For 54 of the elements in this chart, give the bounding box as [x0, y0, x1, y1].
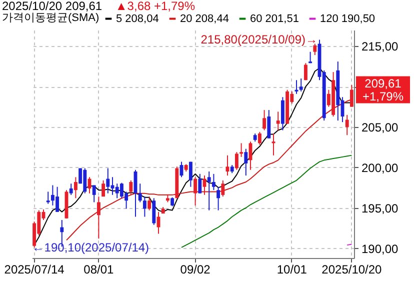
- candlestick: [280, 96, 284, 131]
- legend-label: 120 190,50: [320, 12, 376, 25]
- candlestick: [258, 131, 262, 146]
- candlestick: [313, 43, 317, 56]
- candlestick: [304, 62, 308, 81]
- candlestick: [240, 142, 244, 158]
- candlestick: [299, 78, 303, 92]
- candlestick: [138, 183, 142, 203]
- candlestick: [188, 161, 192, 188]
- candlestick: [207, 170, 211, 211]
- candlestick: [102, 180, 106, 198]
- x-tick-label: 08/01: [84, 262, 114, 276]
- x-tick-label: 2025/10/20: [322, 262, 382, 276]
- candlestick: [221, 180, 225, 198]
- candlestick: [244, 148, 248, 176]
- candlestick: [46, 191, 50, 204]
- candlestick: [96, 196, 100, 240]
- legend-label: 60 201,51: [250, 12, 299, 25]
- y-tick-label: 205,00: [362, 120, 399, 135]
- candlestick: [194, 176, 198, 206]
- candlestick: [198, 173, 202, 194]
- candlestick: [152, 198, 156, 226]
- y-tick-label: 215,00: [362, 40, 399, 54]
- x-tick-label: 10/01: [276, 262, 308, 276]
- chart-title: 2025/10/20 209,61: [2, 0, 102, 13]
- annotation: 215,80(2025/10/09)→: [200, 32, 318, 47]
- annotation: ←190,10(2025/07/14): [32, 240, 150, 254]
- candlestick: [148, 196, 152, 211]
- candlestick: [212, 173, 216, 191]
- y-tick-label: 190,00: [362, 242, 399, 256]
- y-tick-label: 200,00: [362, 160, 399, 175]
- y-tick-label: 195,00: [362, 201, 399, 216]
- candlestick: [226, 154, 230, 176]
- candlestick: [350, 84, 354, 108]
- text: 209,61 +1,79%: [362, 76, 404, 104]
- candlestick: [74, 176, 78, 199]
- candlestick: [345, 114, 349, 136]
- candlestick: [262, 110, 266, 131]
- candlestick: [234, 152, 238, 170]
- candlestick: [129, 180, 133, 196]
- candlestick: [142, 196, 146, 218]
- chart-subtitle: ▲3,68 +1,79%: [115, 0, 196, 13]
- legend-title: 가격이동평균(SMA): [2, 12, 100, 24]
- x-tick-label: 2025/07/14: [4, 262, 65, 276]
- line-series: [181, 154, 352, 248]
- candlestick: [267, 110, 271, 139]
- candlestick: [92, 184, 96, 203]
- x-tick-label: 09/02: [180, 262, 211, 276]
- candlestick: [69, 183, 73, 196]
- candlestick: [216, 186, 220, 211]
- candlestick: [276, 111, 280, 131]
- candlestick: [106, 168, 110, 194]
- legend-label: 5 208,04: [116, 12, 159, 25]
- legend-label: 20 208,44: [180, 12, 229, 25]
